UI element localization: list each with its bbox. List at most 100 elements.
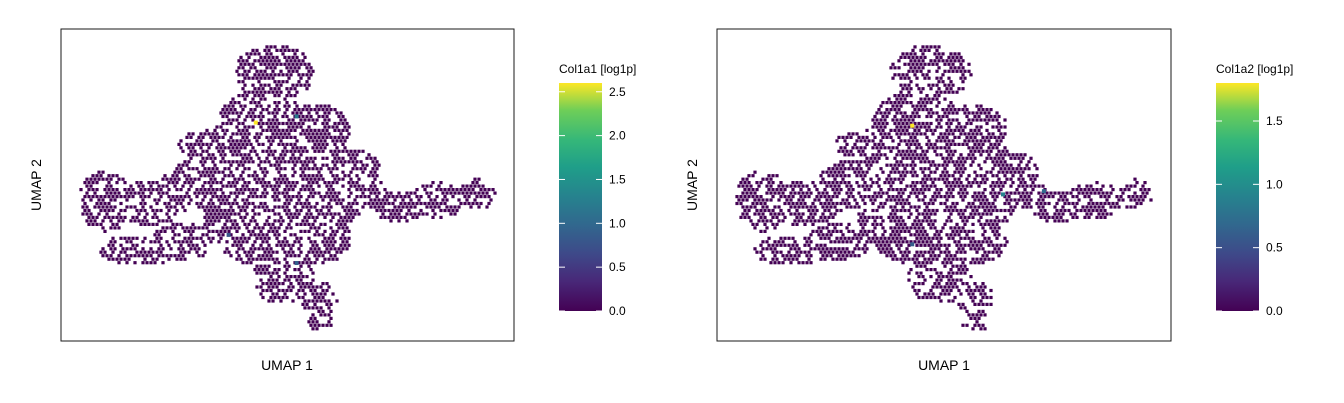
cell-point xyxy=(829,254,833,258)
cell-point xyxy=(85,205,89,209)
cell-point xyxy=(297,198,301,202)
cell-point xyxy=(879,222,883,226)
cell-point xyxy=(221,212,225,216)
cell-point xyxy=(981,240,985,244)
cell-point xyxy=(297,108,301,112)
cell-point xyxy=(919,167,923,171)
cell-point xyxy=(1129,184,1133,188)
cell-point xyxy=(233,108,237,112)
cell-point xyxy=(99,250,103,254)
cell-point xyxy=(129,219,133,223)
cell-point xyxy=(833,247,837,251)
cell-point xyxy=(333,121,337,126)
cell-point xyxy=(873,135,877,139)
cell-point xyxy=(821,191,825,195)
cell-point xyxy=(275,278,279,282)
cell-point xyxy=(899,222,903,226)
cell-point xyxy=(979,285,983,289)
cell-point xyxy=(361,191,365,195)
cell-point xyxy=(943,174,947,178)
cell-point xyxy=(997,219,1001,223)
cell-point xyxy=(101,219,105,223)
cell-point xyxy=(449,184,453,188)
cell-point xyxy=(913,219,917,223)
cell-point xyxy=(345,135,349,139)
cell-point xyxy=(205,219,209,223)
cell-point xyxy=(1009,191,1013,195)
cell-point xyxy=(949,52,953,56)
cell-point xyxy=(889,233,893,237)
cell-point xyxy=(853,254,857,258)
cell-point xyxy=(847,250,851,254)
cell-point xyxy=(299,285,303,289)
cell-point xyxy=(283,181,287,185)
cell-point xyxy=(141,247,145,251)
cell-point xyxy=(181,205,185,209)
cell-point xyxy=(295,215,299,219)
cell-point xyxy=(825,170,829,174)
cell-point xyxy=(225,212,229,216)
cell-point xyxy=(771,250,775,254)
cell-point xyxy=(903,76,907,80)
cell-point xyxy=(825,233,829,237)
cell-point xyxy=(929,114,933,119)
cell-point xyxy=(315,201,319,206)
cell-point xyxy=(847,188,851,192)
cell-point xyxy=(197,135,201,139)
cell-point xyxy=(933,142,937,146)
cell-point xyxy=(241,142,245,146)
cell-point xyxy=(919,69,923,73)
cell-point xyxy=(845,184,849,188)
cell-point xyxy=(933,94,937,98)
cell-point xyxy=(287,264,291,268)
cell-point xyxy=(371,167,375,171)
cell-point xyxy=(211,174,215,178)
cell-point xyxy=(275,250,279,254)
cell-point xyxy=(897,198,901,202)
cell-point xyxy=(871,118,875,122)
cell-point xyxy=(945,142,949,146)
cell-point xyxy=(895,195,899,199)
cell-point xyxy=(115,257,119,261)
cell-point xyxy=(1143,188,1147,192)
cell-point xyxy=(951,208,955,213)
cell-point xyxy=(965,156,969,160)
cell-point xyxy=(181,254,185,258)
cell-point xyxy=(311,195,315,199)
cell-point xyxy=(243,97,247,101)
cell-point xyxy=(925,295,929,300)
cell-point xyxy=(955,90,959,94)
cell-point xyxy=(921,87,925,91)
cell-point xyxy=(969,149,973,153)
cell-point xyxy=(477,177,481,181)
cell-point xyxy=(259,104,263,108)
cell-point xyxy=(339,236,343,240)
cell-point xyxy=(843,153,847,157)
cell-point xyxy=(253,135,257,139)
cell-point xyxy=(961,323,965,327)
cell-point xyxy=(111,188,115,192)
cell-point xyxy=(273,261,277,265)
cell-point xyxy=(463,195,467,199)
cell-point xyxy=(255,195,259,199)
cell-point xyxy=(317,142,321,146)
cell-point xyxy=(373,170,377,174)
cell-point xyxy=(967,174,971,178)
cell-point xyxy=(237,80,241,84)
cell-point xyxy=(245,226,249,230)
cell-point xyxy=(959,188,963,192)
cell-point xyxy=(995,153,999,157)
cell-point xyxy=(973,261,977,265)
cell-point xyxy=(835,208,839,213)
cell-point xyxy=(845,191,849,195)
cell-point xyxy=(971,111,975,115)
cell-point xyxy=(811,229,815,233)
cell-point xyxy=(875,125,879,129)
cell-point xyxy=(999,160,1003,164)
cell-point xyxy=(925,205,929,209)
cell-point xyxy=(901,94,905,98)
cell-point xyxy=(757,198,761,202)
cell-point xyxy=(463,201,467,206)
cell-point xyxy=(347,208,351,213)
cell-point xyxy=(991,132,995,136)
